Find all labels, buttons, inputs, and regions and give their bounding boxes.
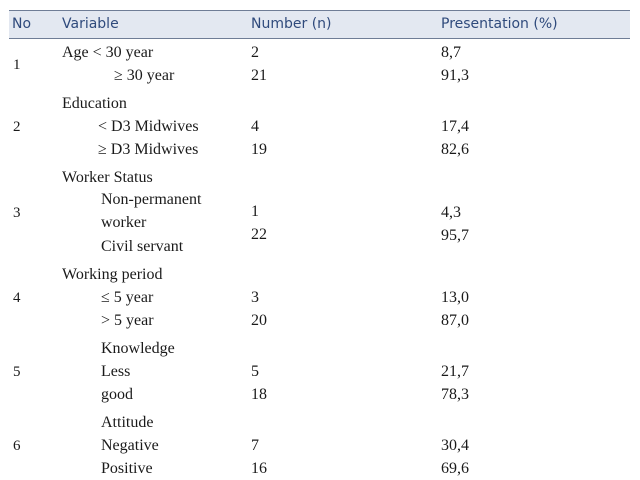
header-variable: Variable [62,16,119,32]
row-2-variable: Education [62,95,127,112]
row-4-n-1: 3 [251,289,259,306]
row-3-pct-2: 95,7 [441,227,469,244]
row-6-pct-1: 30,4 [441,437,469,454]
row-3-n-2: 22 [251,226,267,243]
row-6-sub-2-label: Positive [101,460,153,477]
row-1-n-2: 21 [251,67,267,84]
row-1-pct-1: 8,7 [441,44,461,61]
row-5-sub-1-label: Less [101,363,131,380]
row-6-n-2: 16 [251,460,267,477]
row-2-n-2: 19 [251,141,267,158]
row-4-no: 4 [13,290,21,306]
row-3-n-1: 1 [251,203,259,220]
row-6-variable: Attitude [101,414,154,431]
row-5-n-1: 5 [251,363,259,380]
row-5-pct-2: 78,3 [441,386,469,403]
row-3-sub-2-label: Civil servant [101,238,184,255]
row-2-n-1: 4 [251,118,259,135]
header-number: Number (n) [251,16,332,32]
row-4-sub-1-label: ≤ 5 year [101,289,154,306]
row-1-sub-2-label: ≥ 30 year [114,67,175,84]
row-3-sub-1-label: Non-permanent [101,191,202,208]
row-4-pct-2: 87,0 [441,312,469,329]
header-presentation: Presentation (%) [441,16,558,32]
row-2-pct-1: 17,4 [441,118,469,135]
row-2-pct-2: 82,6 [441,141,469,158]
row-6-no: 6 [13,438,21,454]
table-header: No Variable Number (n) Presentation (%) [9,10,630,39]
row-2-no: 2 [13,119,21,135]
row-6-sub-1-label: Negative [101,437,159,454]
row-1-variable: Age < 30 year [62,44,154,61]
row-5-no: 5 [13,364,21,380]
row-6-n-1: 7 [251,437,259,454]
header-no: No [12,16,32,32]
row-1-pct-2: 91,3 [441,67,469,84]
row-4-sub-2-label: > 5 year [101,312,154,329]
row-2-sub-2-label: ≥ D3 Midwives [98,141,199,158]
row-2-sub-1-label: < D3 Midwives [98,118,199,135]
row-5-pct-1: 21,7 [441,363,469,380]
row-3-pct-1: 4,3 [441,204,461,221]
row-3-no: 3 [13,205,21,221]
row-1-n-1: 2 [251,44,259,61]
row-4-n-2: 20 [251,312,267,329]
row-4-variable: Working period [62,266,163,283]
row-5-n-2: 18 [251,386,267,403]
row-5-sub-2-label: good [101,386,133,403]
row-1-no: 1 [13,57,21,73]
row-3-variable: Worker Status [62,169,153,186]
row-4-pct-1: 13,0 [441,289,469,306]
row-3-sub-1-label-cont: worker [101,214,147,231]
row-5-variable: Knowledge [101,340,175,357]
row-6-pct-2: 69,6 [441,460,469,477]
